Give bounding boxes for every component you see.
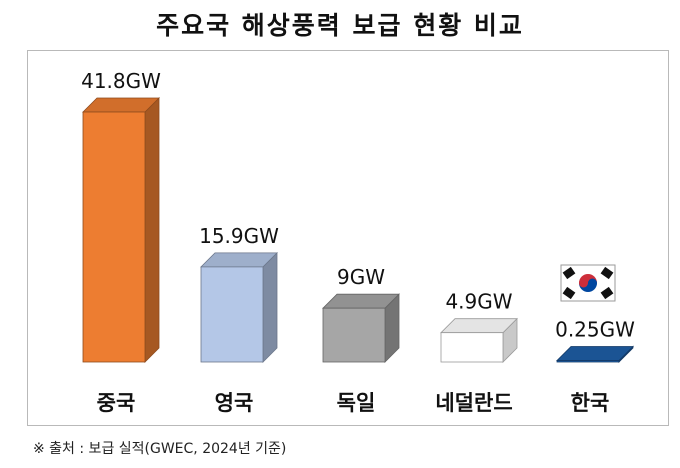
category-label: 한국 — [571, 391, 610, 415]
trigram-mark — [600, 266, 614, 280]
data-label: 4.9GW — [445, 290, 512, 314]
data-label: 0.25GW — [555, 318, 635, 342]
category-label: 중국 — [97, 391, 136, 415]
bar — [440, 332, 504, 363]
bar-top — [556, 346, 634, 361]
bar — [200, 266, 264, 363]
category-label: 영국 — [215, 391, 254, 415]
chart-title: 주요국 해상풍력 보급 현황 비교 — [156, 11, 524, 40]
bar-side — [144, 97, 160, 363]
bar-top — [322, 293, 400, 309]
trigram-mark — [600, 286, 614, 300]
source-note: ※ 출처 : 보급 실적(GWEC, 2024년 기준) — [33, 441, 287, 457]
chart-frame: 41.8GW 중국 15.9GW 영국 9GW 독일 4.9GW 네덜란드 0.25GW 한국 — [27, 50, 669, 426]
bar — [322, 307, 386, 363]
data-label: 15.9GW — [199, 224, 279, 248]
taegeuk-swirl-red — [579, 278, 588, 288]
bar-top — [82, 97, 160, 113]
data-label: 9GW — [337, 265, 385, 289]
category-label: 네덜란드 — [435, 391, 512, 415]
data-label: 41.8GW — [81, 69, 161, 93]
taegeuk-swirl-blue — [588, 278, 597, 288]
trigram-mark — [562, 286, 576, 300]
bar — [82, 111, 146, 363]
bar-top — [440, 318, 518, 334]
category-label: 독일 — [337, 391, 376, 415]
bar — [556, 360, 620, 363]
bar-side — [262, 251, 278, 363]
trigram-mark — [562, 266, 576, 280]
bar-top — [200, 252, 278, 268]
bar-chart: 41.8GW 중국 15.9GW 영국 9GW 독일 4.9GW 네덜란드 0.25GW 한국 — [81, 69, 635, 415]
